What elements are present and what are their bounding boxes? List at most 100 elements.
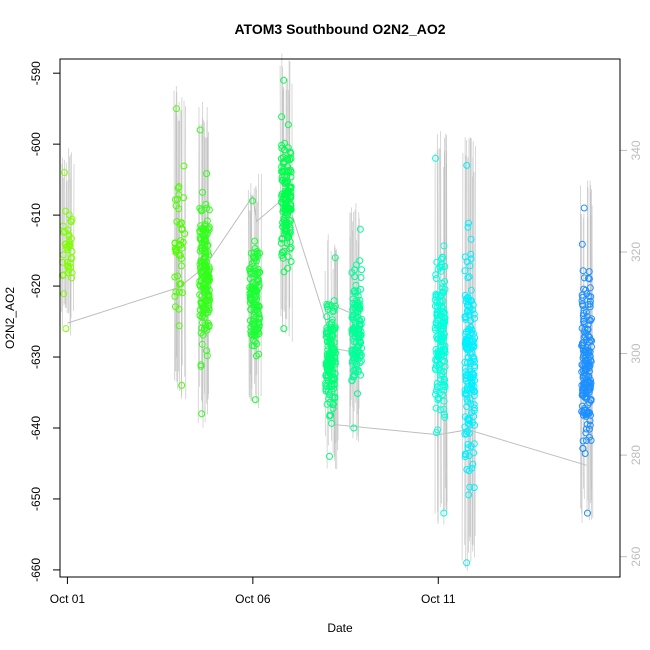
aux-trace	[176, 116, 179, 390]
data-point	[278, 168, 286, 176]
data-point	[253, 306, 261, 314]
data-point	[439, 254, 447, 262]
data-point	[578, 240, 586, 248]
data-point	[196, 126, 204, 134]
data-point	[463, 559, 471, 567]
data-point	[280, 76, 288, 84]
data-point	[248, 331, 256, 339]
data-point	[578, 297, 586, 305]
y2-tick-label: 340	[629, 140, 643, 160]
data-point	[284, 264, 292, 272]
data-point	[439, 304, 447, 312]
data-point	[280, 325, 288, 333]
data-point	[205, 226, 213, 234]
data-point	[354, 342, 362, 350]
data-point	[464, 297, 472, 305]
y2-tick-label: 320	[629, 242, 643, 262]
data-point	[586, 421, 594, 429]
data-point	[467, 250, 475, 258]
data-point	[433, 291, 441, 299]
data-point	[198, 274, 206, 282]
data-point	[199, 281, 207, 289]
data-point	[255, 350, 263, 358]
data-point	[286, 238, 294, 246]
data-point	[439, 391, 447, 399]
data-point	[175, 240, 183, 248]
data-point	[62, 325, 70, 333]
data-point	[587, 436, 595, 444]
data-point	[438, 350, 446, 358]
data-point	[326, 452, 333, 460]
data-point	[440, 397, 448, 405]
data-point	[68, 255, 75, 263]
data-point	[348, 314, 356, 322]
y-tick-label: -660	[29, 558, 43, 582]
data-point	[355, 341, 363, 349]
data-point	[468, 326, 476, 334]
data-point	[323, 303, 331, 311]
data-point	[175, 288, 183, 296]
y2-tick-label: 260	[629, 546, 643, 566]
data-point	[586, 300, 594, 308]
data-point	[356, 337, 364, 345]
data-point	[251, 265, 259, 272]
data-point	[436, 371, 444, 379]
aux-trace	[589, 192, 591, 521]
data-point	[329, 349, 337, 357]
data-point	[468, 379, 476, 387]
data-point	[466, 316, 474, 324]
data-point	[206, 265, 213, 273]
data-point	[470, 383, 478, 391]
data-point	[287, 202, 295, 210]
data-point	[65, 240, 73, 248]
data-point	[197, 329, 205, 337]
data-point	[462, 368, 470, 376]
data-point	[583, 437, 590, 444]
data-point	[438, 284, 446, 292]
data-point	[255, 313, 263, 321]
y-tick-label: -600	[29, 132, 43, 156]
data-point	[205, 277, 213, 285]
data-point	[465, 311, 473, 319]
data-point	[588, 315, 595, 323]
data-point	[172, 303, 179, 311]
data-point	[583, 358, 591, 365]
data-point	[439, 383, 447, 391]
y-tick-label: -640	[29, 416, 43, 440]
data-point	[471, 362, 479, 370]
data-point	[64, 269, 72, 277]
data-point	[354, 390, 361, 398]
data-point	[465, 273, 473, 281]
y2-tick-label: 280	[629, 445, 643, 465]
data-point	[349, 349, 357, 357]
x-axis-title: Date	[327, 621, 353, 635]
y-tick-label: -610	[29, 203, 43, 227]
data-point	[461, 390, 469, 398]
data-point	[278, 235, 286, 243]
data-point	[582, 425, 590, 433]
data-point	[580, 320, 588, 328]
y-axis-title: O2N2_AO2	[3, 287, 17, 349]
data-point	[171, 292, 179, 300]
data-point	[435, 349, 443, 357]
data-point	[462, 371, 470, 379]
data-point	[196, 227, 204, 235]
data-point	[461, 267, 469, 275]
data-point	[586, 333, 594, 341]
data-point	[433, 379, 441, 387]
data-point	[441, 376, 449, 383]
data-point	[583, 371, 590, 379]
data-point	[199, 319, 207, 327]
data-point	[466, 483, 474, 491]
data-point	[177, 219, 185, 227]
data-point	[431, 302, 439, 310]
data-point	[582, 348, 590, 356]
data-point	[177, 255, 185, 263]
data-point	[284, 121, 292, 129]
data-point	[436, 263, 444, 271]
data-point	[356, 352, 364, 359]
y-tick-label: -630	[29, 345, 43, 369]
data-point	[579, 302, 587, 310]
data-point	[463, 161, 471, 169]
data-point	[580, 274, 588, 282]
